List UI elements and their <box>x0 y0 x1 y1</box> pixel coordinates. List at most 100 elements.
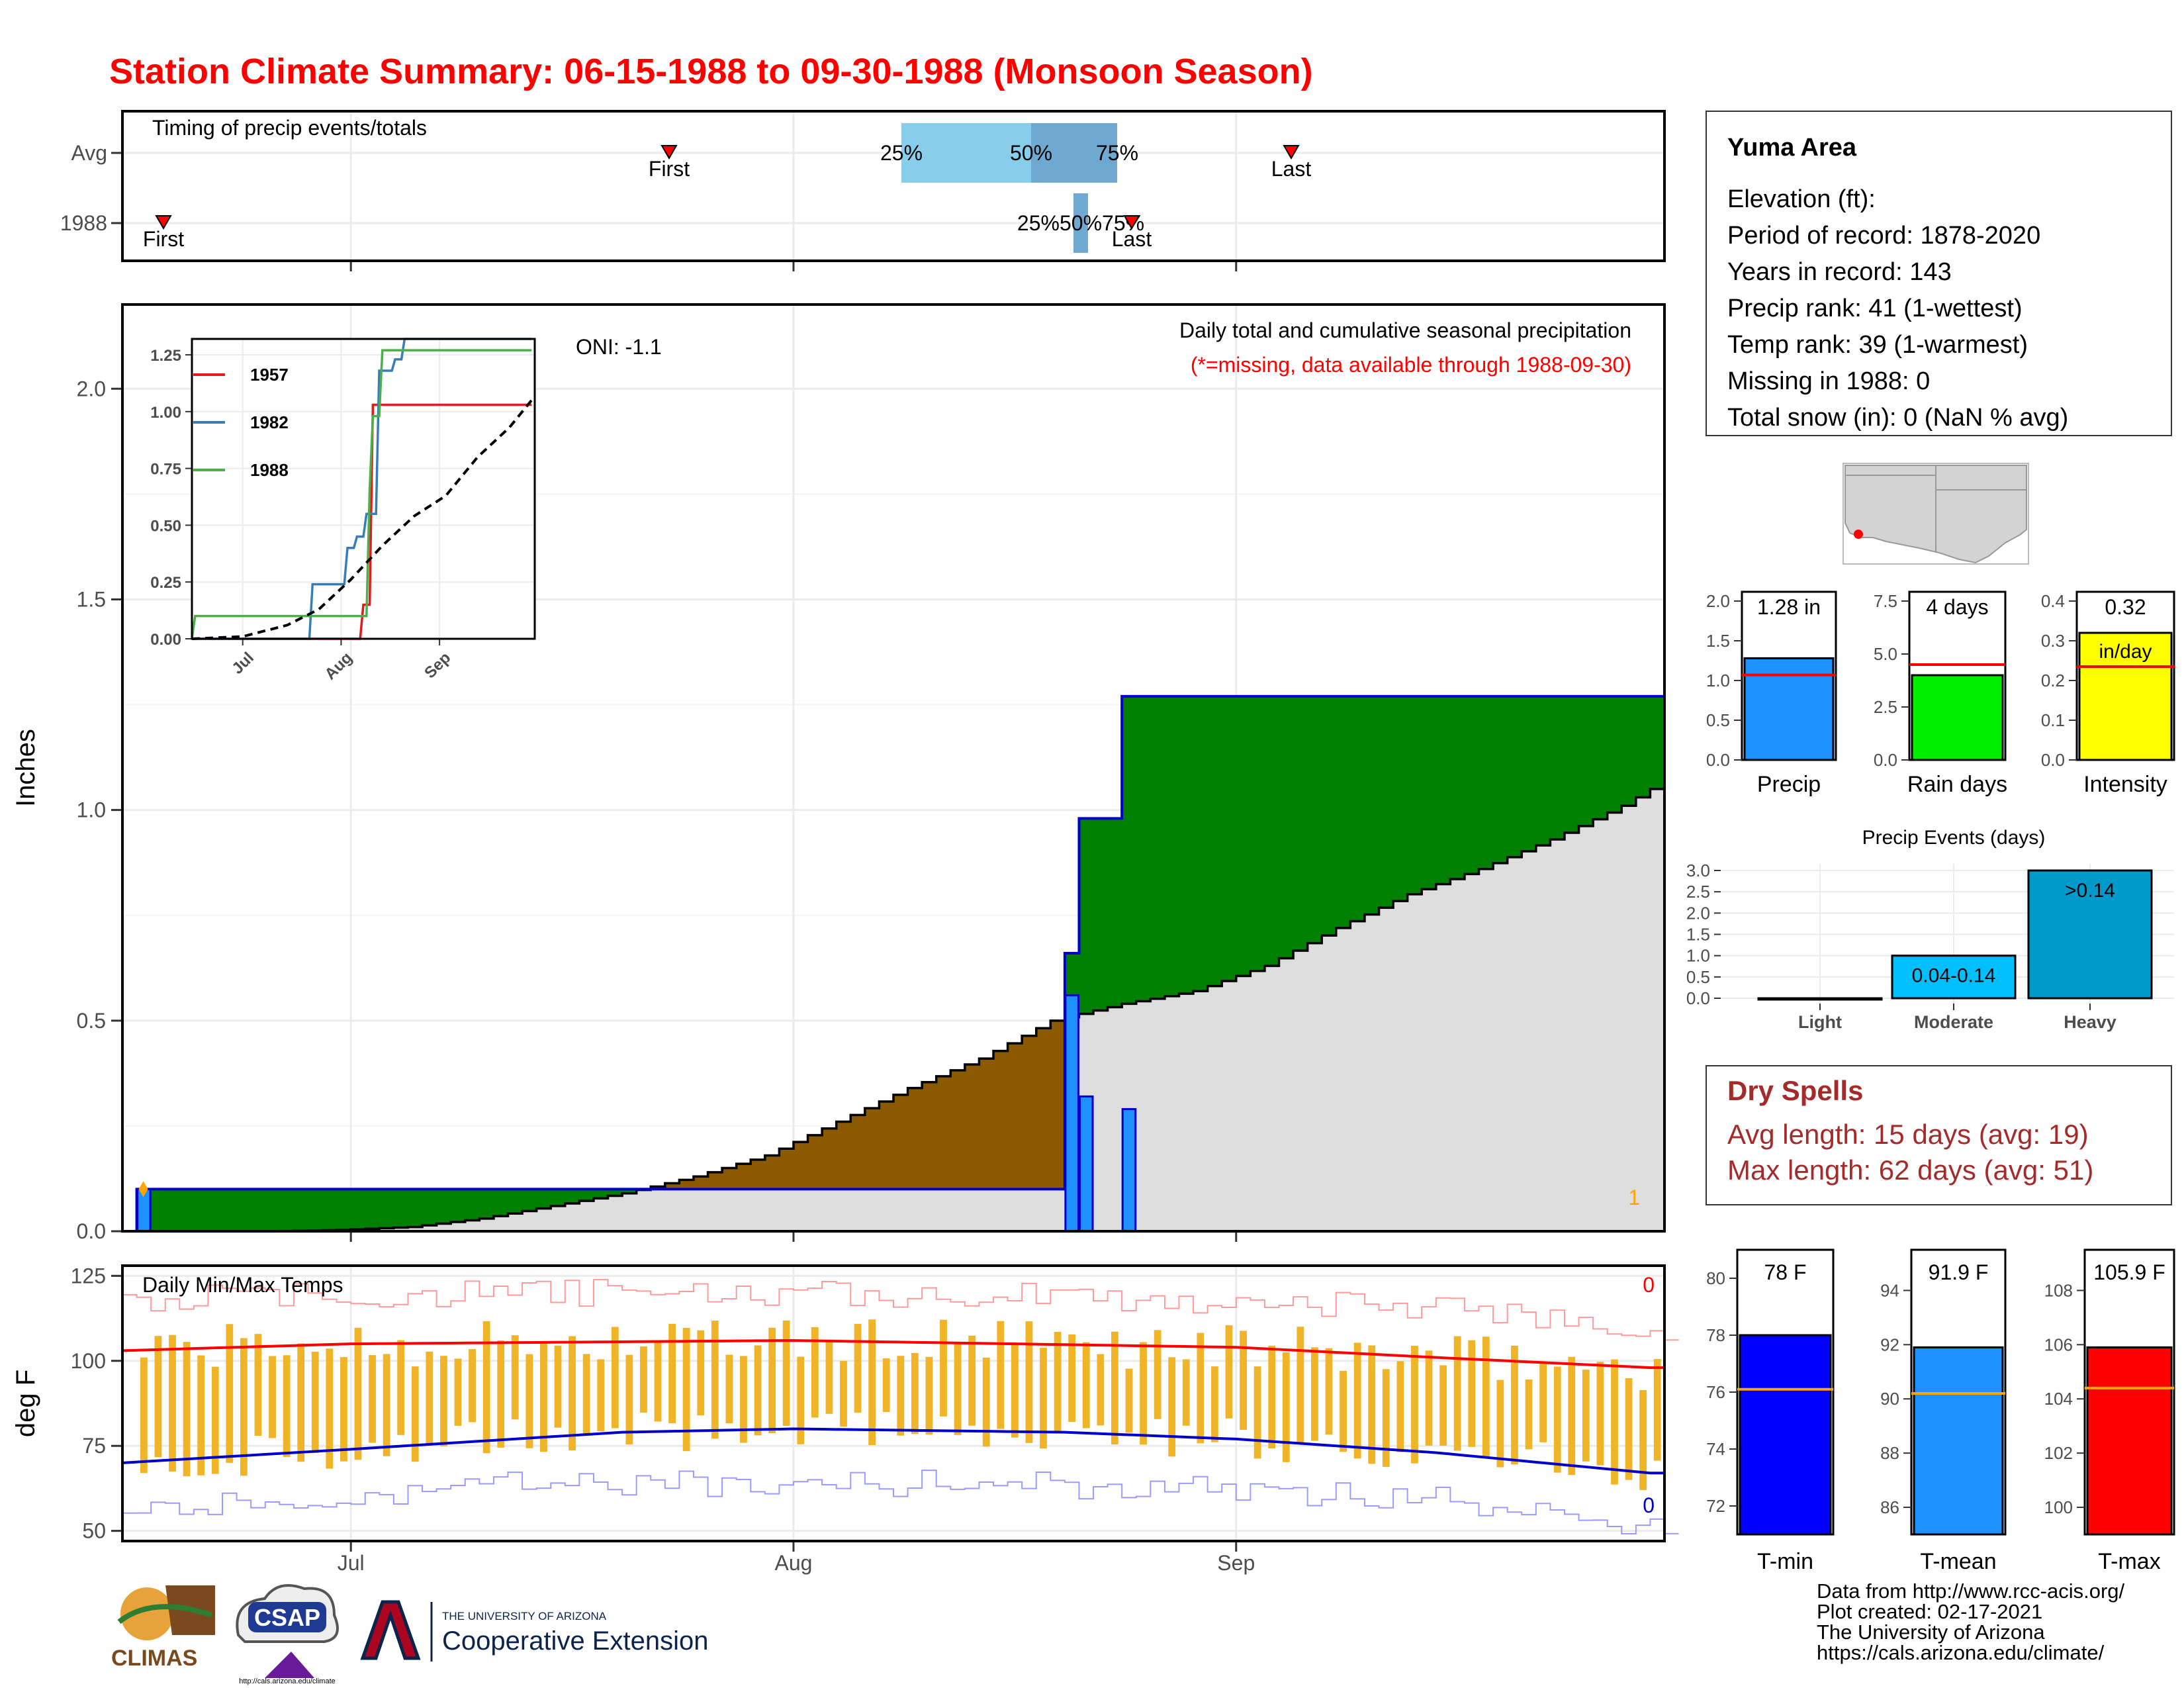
deficit-fill <box>736 1164 751 1190</box>
daily-temp-bar <box>868 1319 876 1446</box>
surplus-fill <box>479 1189 494 1219</box>
daily-temp-bar <box>925 1356 933 1435</box>
logo-strip: CLIMAS CSAP http://cals.arizona.edu/clim… <box>111 1584 708 1685</box>
ua-logo-bottom-text: Cooperative Extension <box>442 1626 708 1656</box>
deficit-fill <box>936 1076 951 1190</box>
surplus-fill <box>308 1189 323 1231</box>
precip-events-chart: Precip Events (days) 0.00.51.01.52.02.5 3.… <box>1686 827 2174 1032</box>
daily-temp-bar <box>1140 1342 1147 1445</box>
temp-summary-y-tick-label: 102 <box>2044 1443 2073 1463</box>
daily-temp-bar <box>1368 1345 1376 1464</box>
daily-temp-bar <box>411 1366 419 1462</box>
station-info-line: Total snow (in): 0 (NaN % avg) <box>1727 404 2068 432</box>
precip-events-title: Precip Events (days) <box>1862 827 2046 849</box>
inset-y-tick-label: 0.25 <box>150 574 181 592</box>
footnote-line: The University of Arizona <box>1817 1620 2045 1644</box>
temp-summary-value-label: 78 F <box>1764 1260 1806 1284</box>
surplus-fill <box>1322 696 1337 936</box>
daily-temp-bar <box>554 1345 562 1428</box>
summary-bar-name: Precip <box>1757 772 1821 797</box>
surplus-fill <box>1635 696 1651 798</box>
daily-temp-bar <box>1297 1327 1304 1443</box>
surplus-fill <box>1207 696 1222 986</box>
daily-temp-bar <box>982 1357 990 1447</box>
daily-temp-bar <box>640 1346 647 1413</box>
daily-temp-bar <box>1568 1356 1576 1476</box>
y-tick-label: 75 <box>82 1434 106 1458</box>
surplus-fill <box>522 1189 537 1211</box>
surplus-fill <box>1222 696 1237 981</box>
daily-temp-bar <box>997 1321 1005 1429</box>
deficit-fill <box>664 1183 680 1190</box>
surplus-fill <box>1379 696 1394 908</box>
daily-temp-bar <box>454 1358 462 1426</box>
deficit-fill <box>807 1135 823 1190</box>
daily-temp-bar <box>369 1355 376 1443</box>
temp-summary-name: T-min <box>1757 1549 1813 1574</box>
daily-temp-bar <box>840 1360 847 1427</box>
y1988-first-marker <box>155 215 172 230</box>
y-tick-label: 1.5 <box>77 587 106 611</box>
daily-temp-bar <box>1582 1370 1590 1462</box>
summary-bar-name: Intensity <box>2083 772 2167 797</box>
surplus-fill <box>1193 696 1208 992</box>
inset-legend-label: 1988 <box>250 460 289 480</box>
summary-y-tick-label: 0.1 <box>2041 710 2065 730</box>
inset-average-line <box>191 399 533 640</box>
avg-q25-q50-band <box>901 123 1031 183</box>
y-tick-label: 1.0 <box>77 798 106 822</box>
daily-temp-bar <box>482 1321 490 1454</box>
daily-temp-bar <box>1011 1343 1019 1438</box>
surplus-fill <box>1279 696 1294 959</box>
inset-y-tick-label: 0.75 <box>150 461 181 479</box>
daily-temp-bar <box>240 1338 248 1476</box>
daily-temp-bar <box>1082 1342 1090 1429</box>
footnote-line: https://cals.arizona.edu/climate/ <box>1817 1641 2105 1664</box>
surplus-fill <box>322 1189 338 1231</box>
daily-temp-bar <box>311 1351 319 1454</box>
station-info-line: Temp rank: 39 (1-warmest) <box>1727 331 2028 359</box>
events-y-tick-label: 2.0 <box>1686 903 1710 923</box>
daily-temp-bar <box>1539 1361 1547 1442</box>
summary-bar-value-label: 4 days <box>1926 595 1988 619</box>
daily-temp-bar <box>854 1323 862 1413</box>
daily-temp-bar <box>397 1340 405 1435</box>
main-panel-border <box>121 303 1666 1233</box>
summary-y-tick-label: 0.3 <box>2041 631 2065 651</box>
temp-summary-y-tick-label: 80 <box>1706 1268 1725 1288</box>
surplus-fill <box>408 1189 423 1227</box>
daily-temp-bar <box>511 1335 519 1420</box>
temp-summary-y-tick-label: 74 <box>1706 1439 1725 1459</box>
daily-temp-bar <box>1353 1342 1361 1459</box>
station-location-dot <box>1854 530 1863 539</box>
daily-temp-bar <box>226 1324 234 1463</box>
missing-data-note: (*=missing, data available through 1988-… <box>1191 353 1631 377</box>
inset-legend-label: 1982 <box>250 412 289 432</box>
daily-temp-bar <box>569 1336 576 1450</box>
summary-y-tick-label: 0.0 <box>2041 750 2065 770</box>
inset-y-tick-label: 0.00 <box>150 631 181 649</box>
x-axis-labels: Jul Aug Sep <box>338 1551 1255 1575</box>
temp-summary-y-tick-label: 86 <box>1880 1497 1899 1517</box>
record-max-envelope <box>122 1279 1679 1341</box>
surplus-fill <box>1293 696 1308 951</box>
csap-logo-text: CSAP <box>254 1604 320 1631</box>
station-info-line: Period of record: 1878-2020 <box>1727 222 2040 250</box>
deficit-fill <box>907 1088 923 1190</box>
timing-panel-border <box>121 110 1666 262</box>
temp-summary-y-tick-label: 106 <box>2044 1335 2073 1354</box>
inset-y-tick-label: 1.00 <box>150 404 181 422</box>
deficit-fill <box>722 1168 737 1190</box>
deficit-fill <box>850 1115 866 1190</box>
daily-temp-bar <box>940 1319 947 1417</box>
daily-temp-bar <box>269 1356 276 1438</box>
summary-y-tick-label: 1.5 <box>1706 631 1730 651</box>
surplus-fill <box>1650 696 1665 789</box>
events-y-tick-label: 1.5 <box>1686 925 1710 945</box>
daily-temp-bar <box>1325 1348 1333 1435</box>
events-bar-label: 0.04-0.14 <box>1912 965 1996 987</box>
deficit-fill <box>979 1058 994 1190</box>
temp-panel-label: Daily Min/Max Temps <box>142 1273 343 1297</box>
daily-temp-bar <box>897 1356 905 1436</box>
surplus-fill <box>1179 696 1194 994</box>
